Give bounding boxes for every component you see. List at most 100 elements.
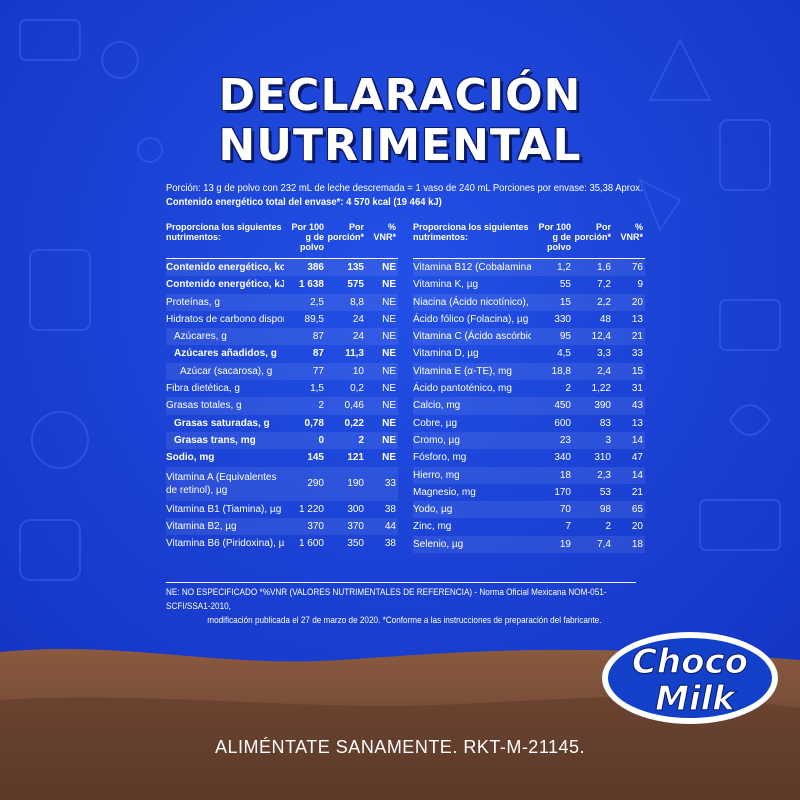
value-per-100g: 386 <box>307 262 324 273</box>
table-row: Calcio, mg 450 390 43 <box>413 397 645 415</box>
value-per-portion: 7,4 <box>597 538 611 550</box>
value-per-portion: 1,22 <box>591 383 611 395</box>
nutrient-name: Calcio, mg <box>413 400 461 412</box>
nutrient-name: Vitamina B1 (Tiamina), µg <box>166 503 282 515</box>
table-row: Hidratos de carbono disponibles, g 89,5 24… <box>166 311 398 328</box>
value-vnr: NE <box>382 279 396 291</box>
value-per-portion: 98 <box>599 504 611 516</box>
value-per-portion: 390 <box>594 400 611 412</box>
value-per-portion: 11,3 <box>345 348 364 360</box>
value-per-100g: 87 <box>312 331 324 343</box>
header-nutrient: Proporciona los siguientes nutrimentos: <box>413 222 529 242</box>
table-row: Azúcares añadidos, g 87 11,3 NE <box>166 345 398 362</box>
value-per-portion: 2,3 <box>597 469 611 481</box>
value-per-100g: 18 <box>559 469 571 481</box>
value-per-portion: 0,22 <box>344 417 364 429</box>
value-per-portion: 135 <box>347 262 364 273</box>
header-vnr: % VNR* <box>620 222 643 242</box>
value-per-100g: 77 <box>312 365 324 377</box>
footnote-line-1: NE: NO ESPECIFICADO *%VNR (VALORES NUTRI… <box>166 587 607 612</box>
table-header: Proporciona los siguientes nutrimentos: … <box>413 222 645 259</box>
table-body: Contenido energético, kcal 386 135 NE Conten… <box>166 259 398 552</box>
title-line-2: NUTRIMENTAL <box>218 120 582 171</box>
value-per-100g: 0 <box>318 434 324 446</box>
table-row: Vitamina B6 (Piridoxina), µg 1 600 350 38 <box>166 535 398 552</box>
value-per-100g: 330 <box>554 313 571 325</box>
table-row: Contenido energético, kJ 1 638 575 NE <box>166 276 398 293</box>
table-row: Vitamina A (Equivalentes de retinol), µg… <box>166 466 398 501</box>
nutrient-name: Contenido energético, kcal <box>166 262 284 273</box>
header-per-100g: Por 100 g de polvo <box>538 222 571 252</box>
value-per-portion: 1,6 <box>597 262 611 273</box>
value-per-portion: 0,2 <box>350 383 364 395</box>
value-per-portion: 350 <box>347 538 364 550</box>
value-vnr: NE <box>382 365 396 377</box>
nutrient-name: Vitamina B2, µg <box>166 520 237 532</box>
value-per-100g: 7 <box>565 521 571 533</box>
choco-milk-logo: Choco Milk <box>602 632 778 724</box>
table-row: Fósforo, mg 340 310 47 <box>413 449 645 466</box>
value-vnr: NE <box>382 383 396 395</box>
table-row: Zinc, mg 7 2 20 <box>413 518 645 535</box>
slogan: ALIMÉNTATE SANAMENTE. RKT-M-21145. <box>214 737 586 757</box>
value-per-portion: 24 <box>352 313 364 325</box>
header-nutrient: Proporciona los siguientes nutrimentos: <box>166 222 282 242</box>
value-vnr: 9 <box>637 279 643 291</box>
value-vnr: 38 <box>384 503 396 515</box>
table-row: Vitamina D, µg 4,5 3,3 33 <box>413 345 645 362</box>
nutrient-name: Hierro, mg <box>413 469 460 481</box>
table-row: Vitamina K, µg 55 7,2 9 <box>413 276 645 293</box>
value-vnr: 21 <box>631 486 643 498</box>
title-line-1: DECLARACIÓN <box>218 70 582 121</box>
value-vnr: NE <box>382 331 396 343</box>
value-per-100g: 340 <box>554 452 571 464</box>
table-row: Sodio, mg 145 121 NE <box>166 449 398 466</box>
value-per-100g: 2 <box>318 400 324 412</box>
value-vnr: NE <box>382 452 396 464</box>
nutrient-name: Vitamina K, µg <box>413 279 479 291</box>
table-row: Ácido pantoténico, mg 2 1,22 31 <box>413 380 645 397</box>
table-row: Fibra dietética, g 1,5 0,2 NE <box>166 380 398 397</box>
nutrient-name: Ácido fólico (Folacina), µg <box>413 313 529 325</box>
value-vnr: 43 <box>631 400 643 412</box>
nutrient-name: Vitamina E (α-TE), mg <box>413 365 512 377</box>
value-vnr: 15 <box>631 365 643 377</box>
value-vnr: NE <box>382 434 396 446</box>
table-row: Selenio, µg 19 7,4 18 <box>413 535 645 554</box>
value-per-100g: 1 638 <box>298 279 324 291</box>
value-per-portion: 2,2 <box>597 296 611 308</box>
value-vnr: 44 <box>384 520 396 532</box>
nutrient-name: Yodo, µg <box>413 504 453 516</box>
value-vnr: NE <box>382 417 396 429</box>
value-per-portion: 370 <box>347 520 364 532</box>
value-per-portion: 121 <box>347 452 364 464</box>
nutrient-name: Vitamina D, µg <box>413 348 479 360</box>
table-row: Cobre, µg 600 83 13 <box>413 415 645 432</box>
nutrient-name: Selenio, µg <box>413 538 464 550</box>
logo-text-1: Choco <box>632 642 748 682</box>
table-row: Proteínas, g 2,5 8,8 NE <box>166 293 398 311</box>
table-body: Vitamina B12 (Cobalamina), µg1,21,676Vit… <box>413 259 645 554</box>
nutrient-name: Ácido pantoténico, mg <box>413 383 512 395</box>
table-row: Ácido fólico (Folacina), µg 330 48 13 <box>413 311 645 328</box>
nutrient-name: Hidratos de carbono disponibles, g <box>166 313 284 325</box>
nutrient-name: Azúcares, g <box>174 331 227 343</box>
nutrition-table-right: Proporciona los siguientes nutrimentos: … <box>413 222 645 554</box>
value-per-portion: 3,3 <box>597 348 611 360</box>
nutrient-name: Proteínas, g <box>166 296 220 308</box>
value-per-100g: 2 <box>565 383 571 395</box>
nutrient-name: Grasas trans, mg <box>174 434 256 446</box>
value-vnr: 14 <box>631 434 643 446</box>
value-per-100g: 15 <box>559 296 571 308</box>
value-per-100g: 4,5 <box>557 348 571 360</box>
portion-info: Porción: 13 g de polvo con 232 mL de lec… <box>166 182 643 194</box>
energy-total: Contenido energético total del envase*: … <box>166 196 442 208</box>
nutrition-table-left: Proporciona los siguientes nutrimentos: … <box>166 222 398 552</box>
value-per-100g: 450 <box>554 400 571 412</box>
value-per-100g: 290 <box>307 478 324 490</box>
value-vnr: 13 <box>631 313 643 325</box>
value-per-100g: 1 600 <box>298 538 324 550</box>
value-vnr: NE <box>382 400 396 412</box>
header-per-portion: Por porción* <box>327 222 364 242</box>
